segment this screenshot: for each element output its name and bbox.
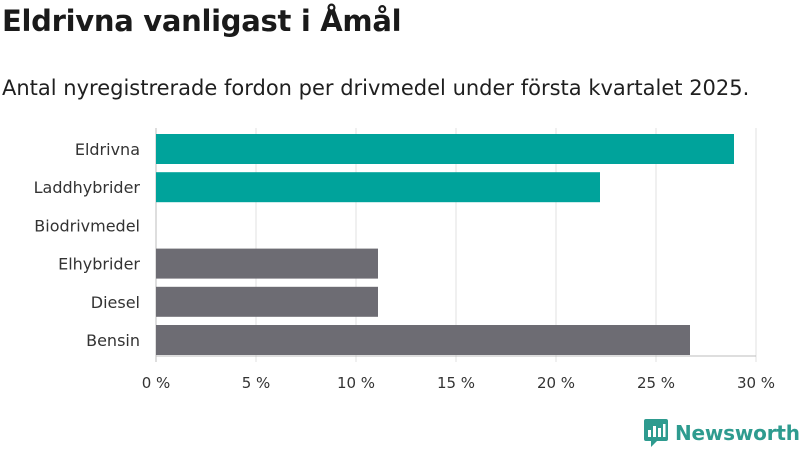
newsworthy-logo-icon xyxy=(644,419,668,447)
category-label: Elhybrider xyxy=(58,255,140,274)
x-tick-labels: 0 % 5 % 10 % 15 % 20 % 25 % 30 % xyxy=(142,374,775,392)
category-label: Laddhybrider xyxy=(34,178,141,197)
category-labels: Eldrivna Laddhybrider Biodrivmedel Elhybrid… xyxy=(34,140,141,350)
bars xyxy=(156,134,734,355)
brand: Newsworthy xyxy=(643,418,800,448)
chart-subtitle: Antal nyregistrerade fordon per drivmede… xyxy=(2,76,750,100)
x-tick-label: 0 % xyxy=(142,374,171,392)
bar xyxy=(156,286,378,317)
x-tick-label: 10 % xyxy=(337,374,375,392)
bar xyxy=(156,248,378,279)
category-label: Eldrivna xyxy=(75,140,140,159)
category-label: Diesel xyxy=(91,293,140,312)
x-tick-label: 30 % xyxy=(737,374,775,392)
x-tick-label: 25 % xyxy=(637,374,675,392)
grid-lines xyxy=(155,128,757,362)
bar xyxy=(156,325,690,355)
x-tick-label: 20 % xyxy=(537,374,575,392)
x-tick-label: 15 % xyxy=(437,374,475,392)
bar xyxy=(156,134,734,164)
category-label: Bensin xyxy=(86,331,140,350)
bar xyxy=(156,172,600,203)
chart-title: Eldrivna vanligast i Åmål xyxy=(2,4,402,38)
x-tick-label: 5 % xyxy=(242,374,271,392)
category-label: Biodrivmedel xyxy=(34,216,140,235)
brand-name: Newsworthy xyxy=(675,421,800,445)
